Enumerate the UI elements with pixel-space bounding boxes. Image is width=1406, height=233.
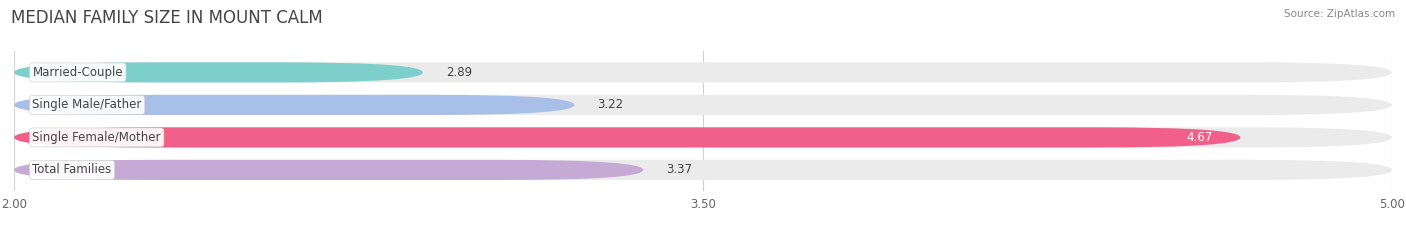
Text: MEDIAN FAMILY SIZE IN MOUNT CALM: MEDIAN FAMILY SIZE IN MOUNT CALM	[11, 9, 323, 27]
FancyBboxPatch shape	[14, 127, 1392, 147]
FancyBboxPatch shape	[14, 160, 644, 180]
Text: 2.89: 2.89	[446, 66, 472, 79]
Text: 4.67: 4.67	[1187, 131, 1213, 144]
FancyBboxPatch shape	[14, 62, 1392, 82]
Text: Source: ZipAtlas.com: Source: ZipAtlas.com	[1284, 9, 1395, 19]
Text: 3.37: 3.37	[666, 163, 692, 176]
Text: 3.22: 3.22	[598, 98, 623, 111]
FancyBboxPatch shape	[14, 62, 423, 82]
FancyBboxPatch shape	[14, 95, 575, 115]
FancyBboxPatch shape	[14, 160, 1392, 180]
FancyBboxPatch shape	[14, 95, 1392, 115]
Text: Total Families: Total Families	[32, 163, 111, 176]
Text: Single Male/Father: Single Male/Father	[32, 98, 142, 111]
Text: Married-Couple: Married-Couple	[32, 66, 124, 79]
Text: Single Female/Mother: Single Female/Mother	[32, 131, 160, 144]
FancyBboxPatch shape	[14, 127, 1240, 147]
